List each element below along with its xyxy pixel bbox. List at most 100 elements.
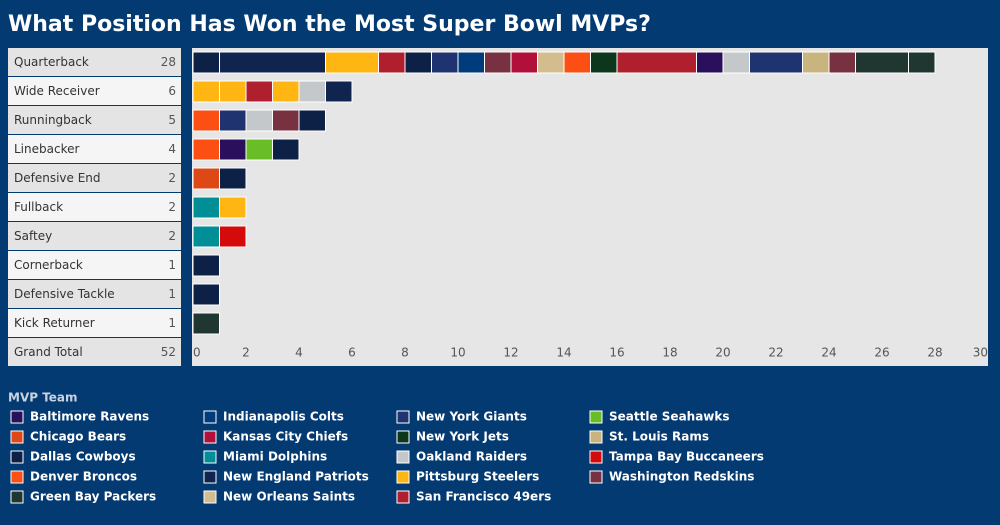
bar-segment bbox=[272, 109, 300, 132]
row-label: Cornerback bbox=[14, 258, 83, 272]
bar-segment bbox=[272, 80, 300, 103]
legend-swatch bbox=[396, 450, 410, 464]
bar-segment bbox=[192, 254, 220, 277]
row-label: Runningback bbox=[14, 113, 92, 127]
bar-segment bbox=[484, 51, 512, 74]
bar-segment bbox=[245, 138, 273, 161]
bar-segment bbox=[192, 80, 220, 103]
legend-swatch bbox=[203, 490, 217, 504]
bar-segment bbox=[563, 51, 591, 74]
legend-label: Baltimore Ravens bbox=[30, 410, 149, 424]
legend-label: Indianapolis Colts bbox=[223, 410, 344, 424]
legend-label: Kansas City Chiefs bbox=[223, 430, 348, 444]
bar-segment bbox=[192, 283, 220, 306]
bar-segment bbox=[219, 109, 247, 132]
row-label-cell bbox=[8, 251, 181, 279]
row-total: 5 bbox=[168, 113, 176, 127]
bar-segment bbox=[802, 51, 830, 74]
legend-swatch bbox=[10, 450, 24, 464]
chart-title: What Position Has Won the Most Super Bow… bbox=[8, 12, 651, 37]
legend-swatch bbox=[203, 450, 217, 464]
x-tick-label: 30 bbox=[973, 346, 988, 360]
row-label-cell bbox=[8, 280, 181, 308]
row-label: Linebacker bbox=[14, 142, 79, 156]
row-total: 52 bbox=[161, 345, 176, 359]
legend-swatch bbox=[396, 410, 410, 424]
row-total: 1 bbox=[168, 258, 176, 272]
x-tick-label: 4 bbox=[295, 346, 303, 360]
bar-segment bbox=[219, 51, 326, 74]
legend-swatch bbox=[203, 470, 217, 484]
x-tick-label: 26 bbox=[874, 346, 889, 360]
bar-segment bbox=[192, 138, 220, 161]
legend-swatch bbox=[10, 410, 24, 424]
bar-segment bbox=[537, 51, 565, 74]
bar-segment bbox=[855, 51, 909, 74]
legend-label: Miami Dolphins bbox=[223, 450, 327, 464]
x-tick-label: 6 bbox=[348, 346, 356, 360]
bar-segment bbox=[245, 109, 273, 132]
x-tick-label: 8 bbox=[401, 346, 409, 360]
legend-label: New York Giants bbox=[416, 410, 527, 424]
legend-label: St. Louis Rams bbox=[609, 430, 709, 444]
bar-segment bbox=[696, 51, 724, 74]
legend-label: Washington Redskins bbox=[609, 470, 754, 484]
legend-swatch bbox=[203, 430, 217, 444]
x-tick-label: 22 bbox=[768, 346, 783, 360]
legend-label: Oakland Raiders bbox=[416, 450, 527, 464]
bar-segment bbox=[431, 51, 459, 74]
bar-segment bbox=[616, 51, 697, 74]
row-label-cell bbox=[8, 135, 181, 163]
legend-swatch bbox=[589, 430, 603, 444]
row-label: Grand Total bbox=[14, 345, 83, 359]
legend-label: New England Patriots bbox=[223, 470, 369, 484]
legend-swatch bbox=[10, 490, 24, 504]
legend-label: New York Jets bbox=[416, 430, 509, 444]
legend-swatch bbox=[10, 470, 24, 484]
row-label-cell bbox=[8, 309, 181, 337]
legend-swatch bbox=[589, 450, 603, 464]
legend-swatch bbox=[396, 490, 410, 504]
legend-label: Seattle Seahawks bbox=[609, 410, 730, 424]
bar-segment bbox=[192, 51, 220, 74]
legend-label: Green Bay Packers bbox=[30, 490, 156, 504]
row-label-cell bbox=[8, 77, 181, 105]
bar-segment bbox=[722, 51, 750, 74]
bar-segment bbox=[298, 80, 326, 103]
row-total: 1 bbox=[168, 287, 176, 301]
legend-swatch bbox=[589, 410, 603, 424]
bar-segment bbox=[908, 51, 936, 74]
bar-segment bbox=[325, 51, 379, 74]
legend-swatch bbox=[589, 470, 603, 484]
row-label-cell bbox=[8, 222, 181, 250]
row-total: 2 bbox=[168, 229, 176, 243]
x-tick-label: 24 bbox=[821, 346, 836, 360]
bar-segment bbox=[457, 51, 485, 74]
row-label: Fullback bbox=[14, 200, 63, 214]
bar-segment bbox=[749, 51, 803, 74]
bar-segment bbox=[192, 167, 220, 190]
row-label: Wide Receiver bbox=[14, 84, 100, 98]
x-tick-label: 2 bbox=[242, 346, 250, 360]
bar-segment bbox=[245, 80, 273, 103]
bar-segment bbox=[510, 51, 538, 74]
bar-segment bbox=[219, 167, 247, 190]
bar-segment bbox=[219, 225, 247, 248]
legend-swatch bbox=[396, 430, 410, 444]
row-label-cell bbox=[8, 164, 181, 192]
legend-label: Chicago Bears bbox=[30, 430, 126, 444]
row-total: 28 bbox=[161, 55, 176, 69]
legend-label: San Francisco 49ers bbox=[416, 490, 551, 504]
bar-segment bbox=[325, 80, 353, 103]
legend-title: MVP Team bbox=[8, 391, 78, 405]
row-label-cell bbox=[8, 48, 181, 76]
row-label-cell bbox=[8, 106, 181, 134]
legend-swatch bbox=[203, 410, 217, 424]
bar-segment bbox=[590, 51, 618, 74]
bar-segment bbox=[219, 80, 247, 103]
bar-segment bbox=[192, 225, 220, 248]
row-total: 2 bbox=[168, 200, 176, 214]
legend-swatch bbox=[10, 430, 24, 444]
bar-segment bbox=[219, 138, 247, 161]
legend-label: New Orleans Saints bbox=[223, 490, 355, 504]
